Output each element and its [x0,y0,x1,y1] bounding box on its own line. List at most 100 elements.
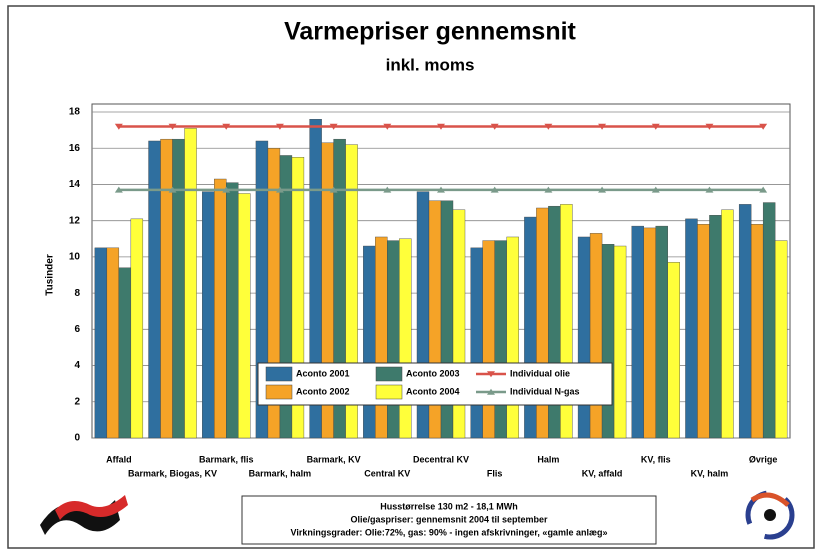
x-tick-label: Halm [537,454,559,464]
y-tick-label: 6 [74,324,80,335]
line-marker [544,186,553,193]
y-tick-label: 18 [69,107,81,118]
line-marker [168,123,177,130]
bar [184,128,197,439]
chart-title: Varmepriser gennemsnit [284,18,576,46]
line-marker [383,186,392,193]
line-marker [222,186,231,193]
line-marker [598,123,607,130]
x-tick-label: Decentral KV [413,454,469,464]
bar [613,245,627,439]
y-tick-label: 10 [69,252,81,263]
x-tick-label: Flis [487,468,503,478]
x-tick-label: Barmark, Biogas, KV [128,468,217,478]
x-tick-label: Barmark, KV [307,454,361,464]
legend-swatch [265,384,293,400]
bar [774,240,788,439]
bar [494,240,507,439]
line-marker [705,123,714,130]
line-marker [759,186,768,193]
y-tick-label: 12 [69,215,81,226]
bar [172,138,185,439]
bar [601,244,615,439]
line-marker [383,123,392,130]
legend-marker [487,371,495,378]
y-tick-label: 2 [74,396,80,407]
bar [721,209,734,439]
x-tick-label: Barmark, halm [249,468,312,478]
legend-label: Individual N-gas [510,386,580,396]
bar [685,218,698,439]
notes-box [241,495,657,545]
bar [709,215,722,439]
bar [202,191,215,439]
line-marker [490,186,499,193]
bar [160,138,173,439]
bar [363,245,376,439]
bar [387,240,400,439]
bar [238,193,251,439]
legend-swatch [265,366,293,382]
bar [94,247,108,439]
legend-label: Aconto 2002 [296,386,350,396]
x-tick-label: Barmark, flis [199,454,254,464]
line-marker [437,123,445,130]
x-tick-label: Øvrige [749,454,778,464]
line-marker [222,123,231,130]
line-marker [759,123,768,130]
bar [106,247,120,439]
line-marker [651,123,660,130]
y-axis-label: Tusinder [45,254,56,296]
line-marker [329,186,338,193]
logo-right [745,490,795,540]
legend-label: Aconto 2004 [406,386,460,396]
chart-subtitle: inkl. moms [386,55,475,74]
bar [226,182,239,439]
legend-label: Individual olie [510,368,570,378]
line-marker [275,186,284,193]
x-tick-label: KV, flis [641,454,671,464]
y-tick-label: 0 [74,433,80,444]
bar [214,178,227,439]
bar [667,262,680,439]
line-marker [114,186,123,193]
note: Virkningsgrader: Olie:72%, gas: 90% - in… [291,527,608,537]
bar [482,240,495,439]
line-marker [114,123,123,130]
bar [118,267,132,439]
x-tick-label: KV, halm [691,468,729,478]
bar [697,224,710,439]
legend-label: Aconto 2001 [296,368,350,378]
legend-swatch [375,384,403,400]
legend-label: Aconto 2003 [406,368,460,378]
note: Husstørrelse 130 m2 - 18,1 MWh [380,501,518,511]
line-marker [651,186,660,193]
line-marker [275,123,284,130]
y-tick-label: 4 [74,360,80,371]
bar [589,233,603,439]
logo-left [40,495,128,535]
line-marker [437,186,445,193]
bar [506,236,519,439]
x-tick-label: KV, affald [582,468,623,478]
bar [375,236,388,439]
line-marker [705,186,714,193]
line-marker [544,123,553,130]
bar [750,224,764,439]
bar [643,227,656,439]
y-tick-label: 14 [69,179,81,190]
bar [738,204,752,439]
bar [470,247,483,439]
bar [577,236,591,439]
bar [130,218,144,439]
legend [257,362,613,406]
line-marker [598,186,607,193]
bar [148,140,161,439]
bar [655,225,668,439]
bar [762,202,776,439]
legend-marker [487,388,495,395]
y-tick-label: 8 [74,288,80,299]
bar [399,238,412,439]
y-tick-label: 16 [69,143,81,154]
